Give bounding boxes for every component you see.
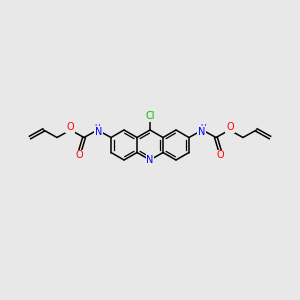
Text: H: H <box>200 124 206 133</box>
Text: N: N <box>198 127 205 137</box>
Text: O: O <box>66 122 74 132</box>
Text: Cl: Cl <box>145 111 155 121</box>
Text: N: N <box>146 155 154 165</box>
Text: N: N <box>95 127 102 137</box>
Text: O: O <box>76 151 83 160</box>
Text: O: O <box>226 122 234 132</box>
Text: H: H <box>94 124 100 133</box>
Text: O: O <box>217 151 224 160</box>
